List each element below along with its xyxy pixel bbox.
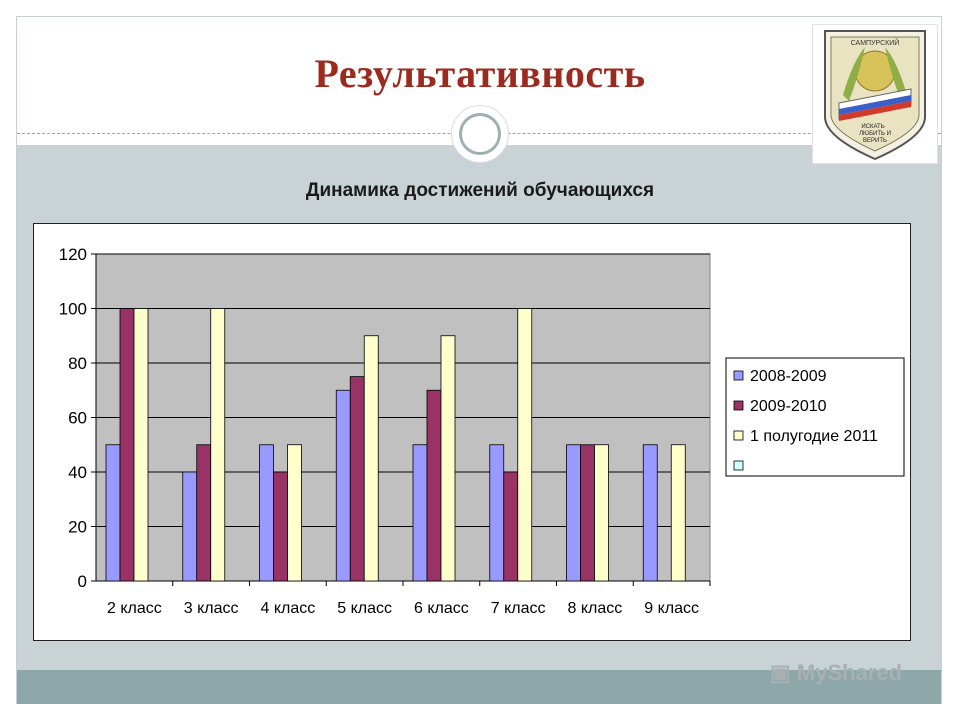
x-tick-label: 9 класс (644, 600, 699, 617)
presentation-icon: ▣ (770, 660, 797, 685)
bar (287, 444, 302, 582)
bar (580, 444, 595, 582)
slide-title: Результативность (314, 51, 646, 96)
y-tick-label: 20 (68, 518, 87, 537)
bar (642, 444, 658, 582)
ring-ornament-inner (459, 113, 501, 155)
y-tick-label: 60 (68, 409, 87, 428)
watermark-text: MyShared (796, 660, 903, 685)
bar (426, 389, 442, 582)
bar (517, 308, 533, 582)
chart-subtitle: Динамика достижений обучающихся (305, 180, 655, 201)
legend-swatch (733, 400, 744, 411)
bar (335, 389, 351, 582)
bar (196, 444, 212, 582)
bottom-band (17, 670, 941, 704)
bar-chart: 0 20 40 60 80 100 120 2 класс 3 класс 4 класс 5 кл… (59, 245, 905, 617)
watermark-logo: ▣ MyShared (770, 660, 902, 686)
legend-label: 1 полугодие 2011 (750, 428, 878, 445)
bar (412, 444, 428, 582)
legend-swatch (733, 370, 744, 381)
legend-swatch (733, 430, 744, 441)
bar (210, 308, 226, 582)
bar (133, 308, 149, 582)
bar (566, 444, 581, 582)
y-tick-label: 100 (59, 300, 87, 319)
legend-label: 2008-2009 (750, 368, 827, 385)
y-tick-label: 80 (68, 354, 87, 373)
legend-box (725, 357, 905, 477)
x-tick-label: 6 класс (414, 600, 469, 617)
legend-swatch (733, 460, 744, 471)
chart-container: 0 20 40 60 80 100 120 2 класс 3 класс 4 класс 5 кл… (33, 223, 911, 641)
bar (670, 444, 686, 582)
svg-text:САМПУРСКИЙ: САМПУРСКИЙ (851, 38, 900, 47)
coat-of-arms-icon: САМПУРСКИЙ ИСКАТЬ ЛЮБИТЬ И ВЕРИТЬ (824, 30, 926, 161)
bar (440, 335, 456, 582)
x-tick-label: 7 класс (491, 600, 546, 617)
bar (363, 335, 379, 582)
x-tick-label: 5 класс (337, 600, 392, 617)
x-tick-label: 8 класс (567, 600, 622, 617)
bar (349, 376, 365, 582)
svg-text:ВЕРИТЬ: ВЕРИТЬ (863, 138, 887, 144)
x-tick-label: 4 класс (260, 600, 315, 617)
x-tick-label: 3 класс (184, 600, 239, 617)
bar (259, 444, 274, 582)
ring-ornament (451, 105, 509, 163)
bar (489, 444, 505, 582)
coat-of-arms: САМПУРСКИЙ ИСКАТЬ ЛЮБИТЬ И ВЕРИТЬ (812, 24, 938, 164)
svg-text:ИСКАТЬ: ИСКАТЬ (861, 124, 884, 130)
y-tick-label: 0 (78, 572, 87, 591)
y-tick-label: 120 (59, 245, 87, 264)
bar (105, 444, 121, 582)
legend-label: 2009-2010 (750, 398, 827, 415)
bar (182, 471, 198, 582)
bar (119, 308, 135, 582)
bar (594, 444, 609, 582)
bar (273, 471, 288, 582)
bar (503, 471, 519, 582)
y-tick-label: 40 (68, 463, 87, 482)
x-tick-label: 2 класс (107, 600, 162, 617)
svg-text:ЛЮБИТЬ И: ЛЮБИТЬ И (859, 131, 891, 137)
